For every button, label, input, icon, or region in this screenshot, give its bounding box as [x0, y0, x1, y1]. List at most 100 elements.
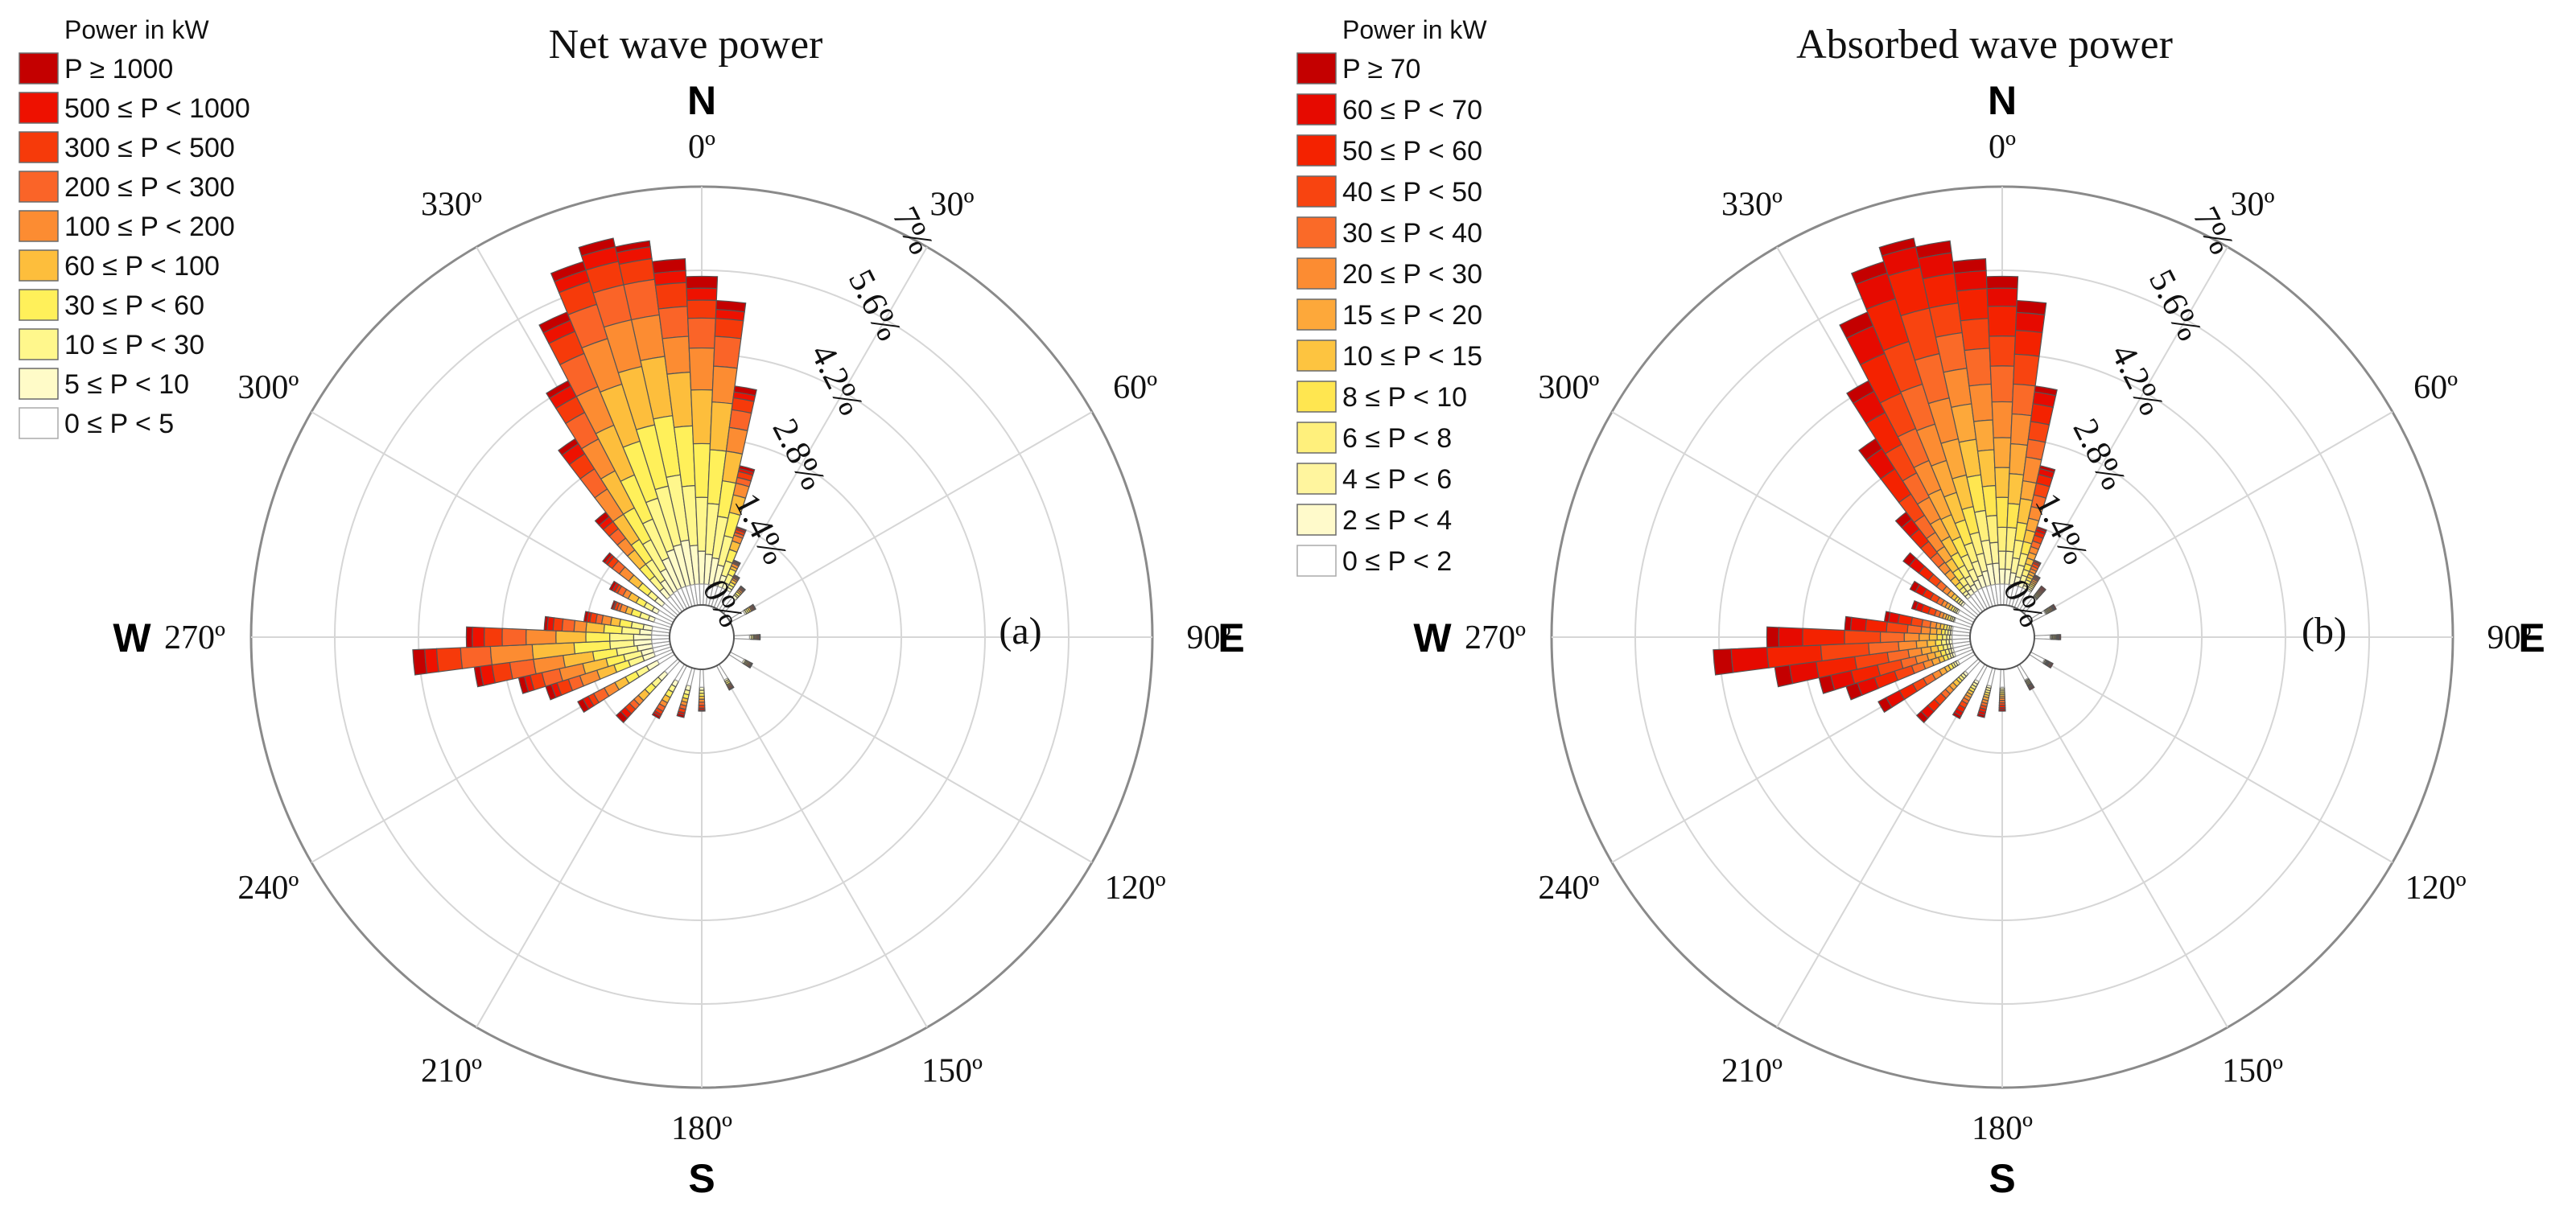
legend-swatch	[1296, 216, 1337, 249]
rose-bar-segment	[1928, 633, 1938, 641]
legend-title: Power in kW	[64, 15, 209, 44]
rose-bar-segment	[435, 647, 464, 673]
rose-bar-segment	[619, 618, 633, 629]
rose-bar-segment	[733, 634, 750, 640]
angle-label: 240º	[237, 870, 299, 907]
legend-swatch	[1296, 545, 1337, 577]
legend-label: 5 ≤ P < 10	[64, 369, 189, 400]
angle-label: 330º	[421, 186, 482, 223]
legend-swatch	[1296, 257, 1337, 290]
rose-bar-segment	[555, 630, 587, 644]
rose-bar-segment	[674, 663, 688, 683]
rose-bar-segment	[1993, 437, 2012, 468]
legend-label: 2 ≤ P < 4	[1342, 505, 1452, 536]
rose-bar-segment	[692, 442, 711, 499]
rose-bar-segment	[472, 626, 485, 648]
legend-swatch	[19, 289, 59, 321]
legend-label: 50 ≤ P < 60	[1342, 136, 1482, 167]
rose-bar-segment	[725, 426, 748, 455]
panel-label: (b)	[2302, 610, 2347, 652]
angle-label: 120º	[2405, 870, 2467, 907]
angle-label: 150º	[921, 1053, 983, 1090]
legend-swatch	[19, 210, 59, 242]
grid-spoke	[729, 652, 1093, 863]
legend-label: 300 ≤ P < 500	[64, 133, 235, 163]
legend-label: 10 ≤ P < 15	[1342, 341, 1482, 372]
rose-bar-segment	[1989, 365, 2015, 403]
grid-spoke	[1776, 664, 1987, 1028]
rose-bar-segment	[2013, 353, 2040, 387]
angle-label: 210º	[1721, 1053, 1783, 1090]
legend-swatch	[19, 368, 59, 400]
angle-label: 270º	[1465, 619, 1526, 656]
angle-labels: 0º 30º 60º 90º 120º 150º 180º 210º 240º 270º 300º 3…	[1465, 129, 2532, 1147]
angle-label: 330º	[1721, 186, 1783, 223]
rose-bar-segment	[713, 335, 742, 369]
rose-bar-segment	[1953, 269, 1988, 292]
rose-bar-segment	[1942, 634, 1947, 640]
rose-bar-segment	[526, 628, 557, 646]
rose-bar-segment	[1844, 629, 1882, 645]
rose-bar-segment	[1802, 627, 1845, 647]
rose-bar-segment	[1964, 658, 1981, 675]
rose-bar-segment	[1995, 496, 2009, 529]
angle-label: 240º	[1538, 870, 1599, 907]
rose-bar-segment	[1897, 614, 1914, 626]
rose-bar-segment	[552, 617, 564, 632]
radial-tick-label: 2.8%	[765, 413, 833, 496]
cardinal-south: S	[688, 1156, 715, 1201]
rose-bar-segment	[1974, 663, 1989, 683]
rose-bar-segment	[2027, 421, 2050, 443]
angle-label: 90º	[1186, 619, 1230, 656]
rose-bar-segment	[1968, 383, 1993, 422]
rose-bar-segment	[1766, 626, 1780, 648]
rose-bar-segment	[714, 318, 744, 339]
angle-label: 210º	[421, 1053, 482, 1090]
legend-swatch	[1296, 93, 1337, 125]
chart-panel-b: Absorbed wave power 0%1.4%2.8%4.2%5.6%7%…	[1296, 15, 2545, 1201]
radial-tick-label: 4.2%	[2104, 338, 2172, 422]
rose-bars	[412, 237, 761, 724]
angle-label: 300º	[1538, 369, 1599, 406]
legend-label: 15 ≤ P < 20	[1342, 300, 1482, 331]
grid-spoke	[2018, 246, 2228, 610]
cardinal-east: E	[2518, 615, 2545, 660]
rose-bar-segment	[630, 621, 645, 631]
rose-bar-segment	[585, 632, 611, 643]
rose-bar-segment	[688, 347, 715, 391]
legend-swatch	[19, 328, 59, 360]
legend-swatch	[1296, 504, 1337, 536]
legend-label: 10 ≤ P < 30	[64, 330, 204, 360]
chart-panel-a: Net wave power 0%1.4%2.8%4.2%5.6%7% 0º30…	[19, 15, 1245, 1201]
legend-label: 0 ≤ P < 5	[64, 409, 174, 439]
rose-bar-segment	[460, 645, 493, 669]
radial-tick-label: 5.6%	[2141, 263, 2210, 347]
rose-bar-segment	[1997, 526, 2008, 552]
rose-bar-segment	[1999, 669, 2005, 688]
angle-label: 270º	[164, 619, 225, 656]
center-hole	[669, 604, 735, 670]
legend-label: 4 ≤ P < 6	[1342, 464, 1452, 495]
rose-bar-segment	[686, 667, 696, 687]
legend-label: 30 ≤ P < 60	[64, 290, 204, 321]
rose-bar-segment	[1936, 633, 1943, 641]
legend-label: P ≥ 70	[1342, 54, 1420, 84]
chart-title: Net wave power	[549, 22, 823, 68]
legend-swatch	[1296, 298, 1337, 331]
rose-bar-segment	[1879, 631, 1906, 644]
legend-swatch	[1296, 134, 1337, 167]
center-hole	[1969, 604, 2035, 670]
rose-bar-segment	[1915, 640, 1928, 649]
legend-swatch	[19, 92, 59, 124]
rose-bar-segment	[465, 626, 473, 648]
cardinal-north: N	[687, 78, 716, 123]
rose-bar-segment	[1986, 667, 1997, 687]
rose-bar-segment	[1730, 647, 1770, 673]
rose-bar-segment	[1849, 616, 1868, 632]
rose-bar-segment	[687, 317, 716, 349]
radial-tick-label: 4.2%	[803, 338, 872, 422]
angle-label: 300º	[237, 369, 299, 406]
cardinal-north: N	[1988, 78, 2017, 123]
rose-bar-segment	[561, 618, 576, 632]
